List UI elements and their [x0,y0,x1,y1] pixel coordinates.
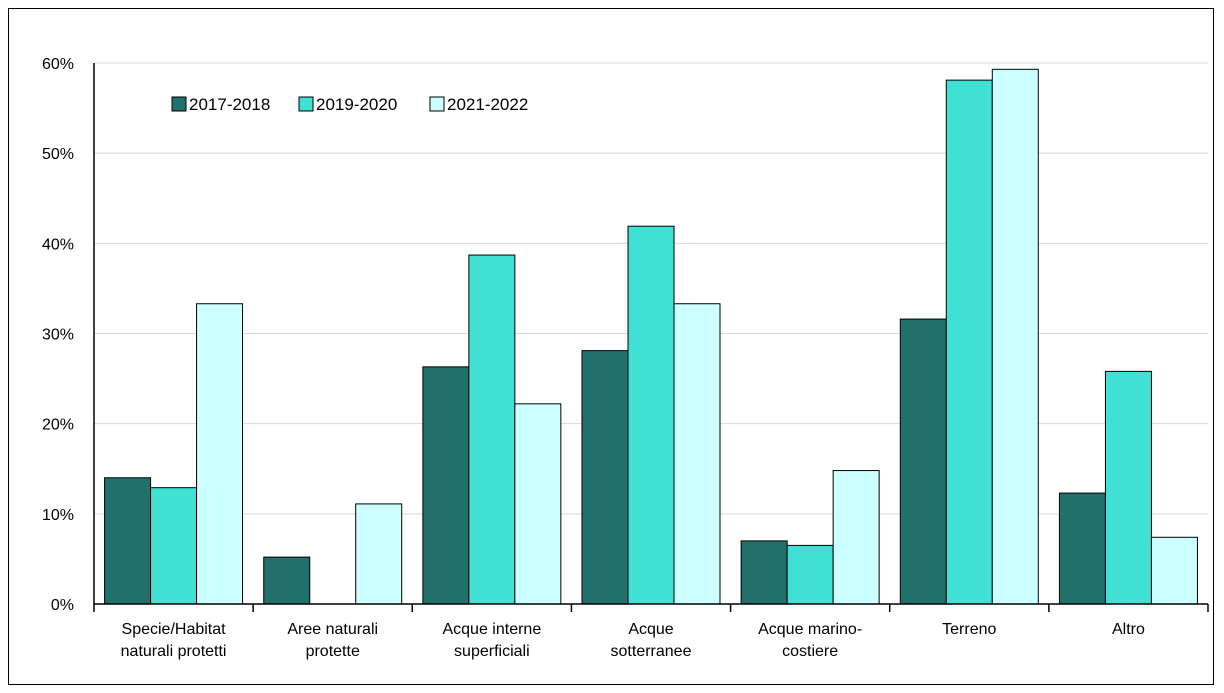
y-tick-label: 40% [42,236,74,253]
legend-label: 2021-2022 [447,95,528,114]
bar-2021-2022-3 [673,303,721,605]
y-axis-ticks: 0% 10% 20% 30% 40% 50% 60% [42,56,74,614]
x-category-label: Acque marino-costiere [758,621,862,660]
legend-swatch [171,96,187,112]
bar-2019-2020-2 [468,254,516,605]
bar-2017-2018-2 [422,366,470,605]
bar-2019-2020-5 [945,79,993,605]
y-tick-label: 0% [51,597,74,614]
axes [93,63,1209,612]
bar-2021-2022-6 [1150,536,1198,605]
bar-2021-2022-5 [991,68,1039,605]
bars [104,68,1198,605]
legend-swatch [429,96,445,112]
x-category-label: Acque sotterranee [611,621,692,660]
bar-2019-2020-0 [150,487,198,605]
x-axis-categories: Specie/Habitat naturali protetti Aree natu… [121,621,1145,660]
bar-2017-2018-1 [263,556,311,605]
bar-2017-2018-3 [581,350,629,605]
y-tick-label: 30% [42,327,74,344]
bar-2021-2022-0 [196,303,244,605]
x-category-label: Acque interne superficiali [442,621,541,660]
legend-label: 2017-2018 [189,95,270,114]
bar-2019-2020-6 [1104,370,1152,605]
x-category-label: Aree naturali protette [287,621,378,660]
bar-2019-2020-4 [786,544,834,605]
legend: 2017-2018 2019-2020 2021-2022 [171,95,528,114]
bar-2017-2018-4 [740,540,788,605]
bar-2017-2018-0 [104,477,152,605]
legend-swatch [298,96,314,112]
x-category-label: Altro [1112,621,1145,638]
bar-2017-2018-5 [899,318,947,605]
y-tick-label: 50% [42,146,74,163]
bar-2021-2022-4 [832,470,880,605]
y-tick-label: 10% [42,507,74,524]
y-tick-label: 60% [42,56,74,73]
bar-2021-2022-2 [514,403,562,605]
x-category-label: Specie/Habitat naturali protetti [121,621,227,660]
bar-2017-2018-6 [1058,492,1106,605]
legend-label: 2019-2020 [316,95,397,114]
bar-2019-2020-3 [627,225,675,605]
bar-2021-2022-1 [355,503,403,605]
x-category-label: Terreno [942,621,996,638]
y-tick-label: 20% [42,417,74,434]
